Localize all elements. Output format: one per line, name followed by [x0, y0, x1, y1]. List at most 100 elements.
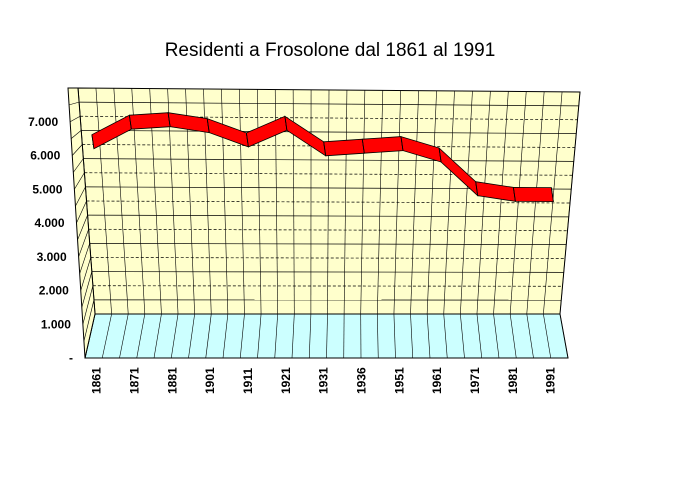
line-segment [361, 136, 404, 154]
data-point [128, 115, 132, 130]
gridline-left [74, 172, 85, 190]
x-tick-label: 1951 [392, 367, 406, 394]
line-segment [128, 112, 171, 130]
gridline-floor [476, 313, 483, 359]
x-tick-label: 1931 [317, 367, 331, 394]
x-tick-label: 1871 [127, 367, 141, 394]
gridline-x [393, 90, 402, 315]
y-tick-label: 3.000 [37, 250, 67, 264]
gridline-x [239, 89, 245, 315]
x-tick-label: 1921 [279, 367, 293, 394]
y-tick-label: 1.000 [41, 317, 71, 331]
gridline-floor [136, 313, 146, 359]
gridline-x [410, 90, 419, 315]
gridline-floor [377, 313, 379, 359]
y-tick-label: 5.000 [32, 182, 62, 196]
gridline-left [75, 186, 86, 207]
gridline-floor [493, 313, 500, 359]
gridline-floor [153, 313, 162, 359]
gridline-x [77, 87, 96, 315]
gridline-left [73, 158, 84, 173]
x-tick-label: 1981 [506, 367, 520, 394]
data-point [91, 134, 95, 149]
data-point [512, 187, 516, 202]
gridline-floor [239, 313, 245, 359]
gridline-x [443, 90, 455, 315]
gridline-x [95, 88, 112, 315]
data-point [475, 181, 479, 196]
gridline-x [377, 90, 384, 315]
gridline-left [69, 115, 81, 123]
data-point [323, 141, 327, 156]
x-tick-label: 1936 [355, 367, 369, 394]
gridline-x [256, 89, 262, 315]
data-point [245, 132, 249, 147]
line-segment [323, 138, 365, 157]
gridline-left [68, 101, 80, 106]
gridline-floor [443, 313, 448, 359]
data-point [550, 187, 554, 202]
x-tick-label: 1971 [468, 367, 482, 394]
gridline-x [460, 91, 473, 315]
data-point [438, 147, 442, 163]
gridline-floor [308, 313, 312, 359]
gridline-floor [119, 313, 129, 359]
data-point [284, 116, 288, 131]
gridline-x [327, 89, 330, 315]
gridline-floor [205, 313, 212, 359]
gridline-floor [188, 313, 195, 359]
gridline-left [83, 299, 95, 342]
y-tick-label: 2.000 [39, 284, 69, 298]
gridline-left [79, 243, 90, 274]
gridline-floor [170, 313, 179, 359]
line-segment [512, 186, 554, 203]
gridline-floor [274, 313, 278, 359]
gridline-floor [543, 313, 552, 359]
gridline-floor [559, 313, 569, 359]
gridline-floor [393, 313, 396, 359]
gridline-floor [460, 313, 465, 359]
data-point [361, 139, 365, 154]
gridline-floor [257, 313, 262, 359]
gridline-left [82, 285, 94, 325]
gridline-y [92, 285, 563, 287]
gridline-floor [101, 313, 112, 359]
gridline-x [526, 91, 545, 315]
chart-title: Residenti a Frosolone dal 1861 al 1991 [164, 40, 496, 61]
gridline-x [543, 91, 563, 315]
gridline-floor [222, 313, 229, 359]
gridline-left [80, 257, 92, 291]
x-tick-label: 1911 [241, 368, 255, 394]
gridline-left [78, 229, 89, 257]
gridline-floor [509, 313, 517, 359]
gridline-left [81, 271, 93, 308]
gridline-floor [291, 313, 295, 359]
data-point [206, 118, 210, 133]
gridline-x [343, 90, 348, 315]
y-tick-label: 7.000 [28, 115, 58, 129]
gridline-x [509, 91, 527, 315]
y-tick-label: 6.000 [30, 149, 60, 163]
x-tick-label: 1901 [203, 367, 217, 394]
x-tick-label: 1861 [90, 367, 104, 394]
gridline-x [476, 91, 491, 315]
gridline-floor [326, 313, 328, 359]
x-tick-label: 1881 [165, 367, 179, 394]
gridline-floor [526, 313, 534, 359]
gridline-x [426, 90, 437, 315]
gridline-floor [84, 313, 96, 359]
gridline-left [76, 200, 87, 224]
gridline-y [84, 172, 573, 176]
gridline-x [360, 90, 366, 315]
x-tick-label: 1961 [430, 367, 444, 394]
gridline-floor [426, 313, 431, 359]
gridline-x [559, 91, 581, 315]
gridline-left [77, 215, 88, 240]
gridline-left [70, 130, 82, 139]
y-tick-label: 4.000 [34, 216, 64, 230]
data-point [400, 136, 404, 151]
x-tick-label: 1991 [544, 367, 558, 394]
gridline-x [493, 91, 509, 315]
